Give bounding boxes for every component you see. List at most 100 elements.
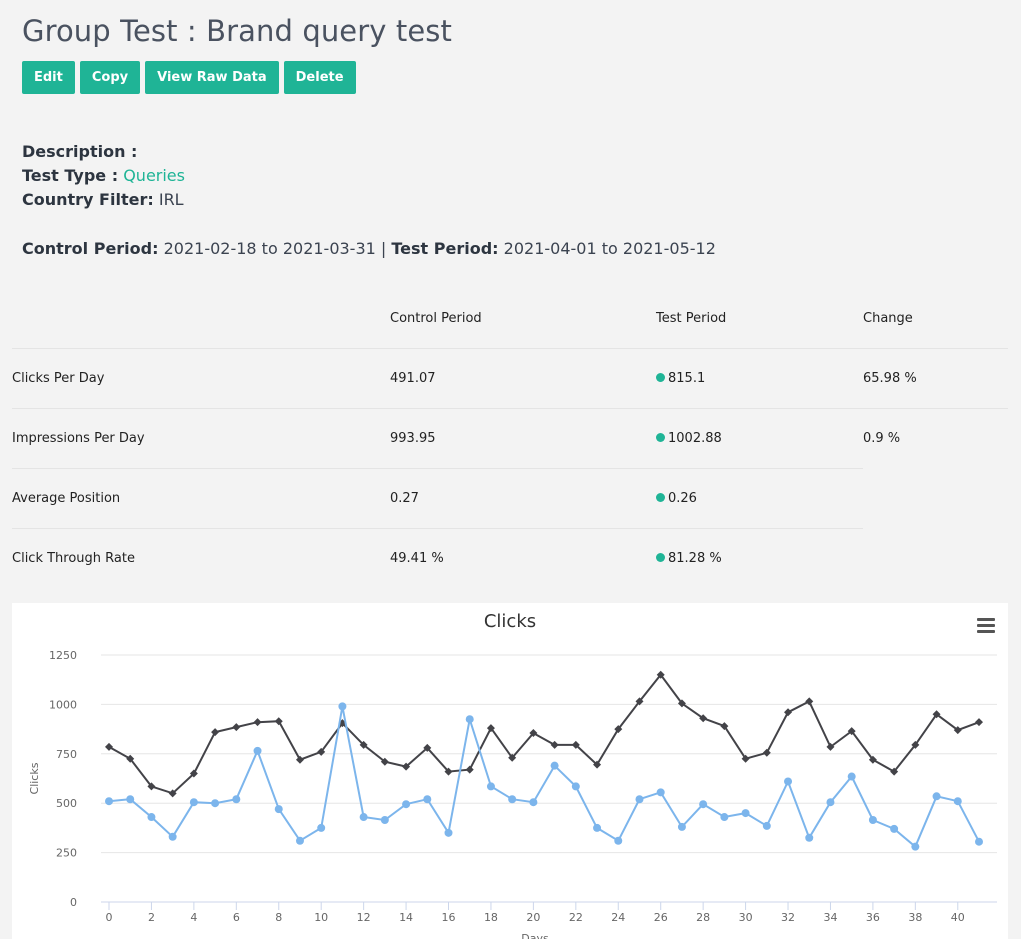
data-point — [720, 813, 729, 822]
x-tick-label: 10 — [314, 911, 328, 924]
data-point — [593, 823, 602, 832]
delete-button[interactable]: Delete — [283, 61, 356, 94]
test-cell: 81.28 % — [656, 527, 863, 588]
data-point — [932, 710, 941, 719]
data-point — [614, 836, 623, 845]
data-point — [571, 782, 580, 791]
country-filter-value: IRL — [158, 190, 184, 209]
control-period-label: Control Period: — [22, 239, 159, 258]
data-point — [868, 755, 877, 764]
data-point — [635, 795, 644, 804]
test-value: 1002.88 — [668, 430, 722, 446]
data-point — [826, 798, 835, 807]
test-type-line: Test Type : Queries — [22, 166, 185, 185]
data-point — [699, 714, 708, 723]
data-point — [105, 797, 113, 806]
data-point — [211, 728, 220, 737]
x-tick-label: 34 — [823, 911, 837, 924]
data-point — [762, 748, 771, 757]
data-point — [423, 795, 432, 804]
data-point — [189, 798, 198, 807]
data-point — [805, 833, 814, 842]
edit-button[interactable]: Edit — [22, 61, 75, 94]
table-row: Average Position 0.27 0.26 — [12, 467, 1008, 528]
stats-header-row: Control Period Test Period Change — [12, 290, 1008, 348]
data-point — [784, 708, 793, 717]
periods-line: Control Period: 2021-02-18 to 2021-03-31… — [22, 239, 716, 258]
data-point — [486, 782, 495, 791]
data-point — [720, 722, 729, 731]
change-cell: 0.9 % — [863, 407, 1008, 468]
data-point — [911, 740, 920, 749]
data-point — [423, 743, 432, 752]
data-point — [550, 761, 559, 770]
copy-button[interactable]: Copy — [79, 61, 141, 94]
x-tick-label: 18 — [484, 911, 498, 924]
control-cell: 49.41 % — [390, 527, 656, 588]
chart-title: Clicks — [484, 611, 536, 632]
change-cell — [863, 528, 1008, 588]
x-tick-label: 0 — [106, 911, 113, 924]
metric-cell: Average Position — [12, 467, 390, 528]
data-point — [890, 824, 899, 833]
data-point — [868, 815, 877, 824]
x-tick-label: 16 — [442, 911, 456, 924]
y-tick-label: 750 — [56, 748, 77, 761]
data-point — [677, 699, 686, 708]
hamburger-menu-icon[interactable] — [977, 618, 995, 634]
x-tick-label: 20 — [526, 911, 540, 924]
data-point — [295, 755, 304, 764]
data-point — [126, 795, 135, 804]
test-cell: 0.26 — [656, 467, 863, 528]
x-tick-label: 14 — [399, 911, 413, 924]
header-test-period: Test Period — [656, 311, 727, 327]
data-point — [232, 723, 241, 732]
y-axis-title: Clicks — [28, 762, 41, 794]
data-point — [359, 813, 368, 822]
control-period-value: 2021-02-18 to 2021-03-31 — [163, 239, 376, 258]
data-point — [338, 702, 347, 711]
description-label: Description : — [22, 142, 138, 161]
y-tick-label: 1250 — [49, 649, 77, 662]
status-dot-icon — [656, 492, 665, 502]
x-tick-label: 2 — [148, 911, 155, 924]
data-point — [953, 726, 962, 735]
y-tick-label: 500 — [56, 797, 77, 810]
data-point — [593, 760, 602, 769]
header-metric — [12, 290, 390, 348]
view-raw-data-button[interactable]: View Raw Data — [145, 61, 279, 94]
stats-table: Control Period Test Period Change Clicks… — [12, 290, 1008, 588]
x-tick-label: 22 — [569, 911, 583, 924]
data-point — [274, 717, 283, 726]
data-point — [380, 815, 389, 824]
test-cell: 815.1 — [656, 347, 863, 408]
data-point — [126, 754, 135, 763]
data-point — [147, 782, 156, 791]
data-point — [359, 740, 368, 749]
page-title: Group Test : Brand query test — [22, 14, 452, 48]
data-point — [147, 813, 156, 822]
test-type-link[interactable]: Queries — [123, 166, 185, 185]
x-tick-label: 38 — [908, 911, 922, 924]
data-point — [656, 670, 665, 679]
x-tick-label: 28 — [696, 911, 710, 924]
data-point — [189, 769, 198, 778]
data-point — [168, 832, 177, 841]
data-point — [380, 757, 389, 766]
data-point — [211, 799, 220, 808]
data-point — [253, 746, 262, 755]
control-cell: 993.95 — [390, 407, 656, 468]
table-row: Click Through Rate 49.41 % 81.28 % — [12, 527, 1008, 588]
test-cell: 1002.88 — [656, 407, 863, 468]
y-tick-label: 0 — [70, 896, 77, 909]
period-separator: | — [380, 239, 387, 258]
description-line: Description : — [22, 142, 137, 161]
x-tick-label: 32 — [781, 911, 795, 924]
data-point — [444, 767, 453, 776]
status-dot-icon — [656, 372, 665, 382]
data-point — [274, 805, 283, 814]
data-point — [614, 725, 623, 734]
data-point — [826, 742, 835, 751]
x-tick-label: 6 — [233, 911, 240, 924]
data-point — [975, 837, 983, 846]
